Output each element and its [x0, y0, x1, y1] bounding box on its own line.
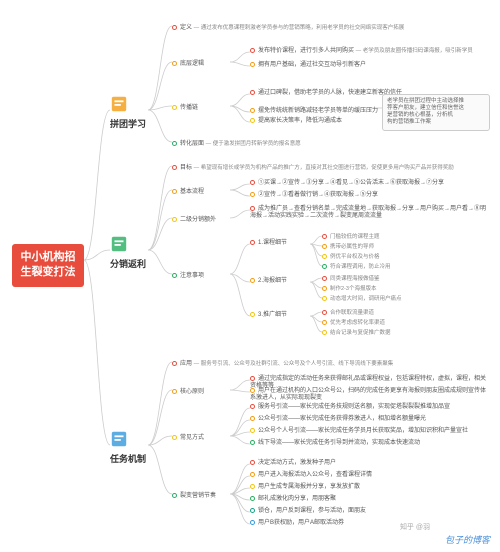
l4-node: 门槛较低的课程主题 — [322, 232, 380, 240]
branch-1: 分销返利 — [110, 235, 146, 270]
l2-node: 基本流程 — [172, 186, 204, 195]
l3-node: 公众号个人号引流——家长完成任务学员月长获取奖品，增加知识积和产量宣社 — [250, 428, 468, 435]
annotation-box: 老学员在拼团过程中主动选择推荐客户朋友，建立信任和信誉这是营销的核心根基，分析机… — [382, 94, 490, 131]
l2-node: 注意事项 — [172, 270, 204, 279]
l3-node: 用户B获权励，用户A邮取活动券 — [250, 520, 344, 527]
l3-node: 邮礼成激化肉分享，用朋客聚 — [250, 496, 336, 503]
l3-node: 2.海报细节 — [250, 278, 287, 285]
l3-node: 摆免传统统新销路减轻老学员等单的缓压压力 — [250, 108, 378, 115]
l3-node: 决定活动方式，激发种子用户 — [250, 460, 336, 467]
l2-node: 应用 — 服务号引流、公众号及社群引流、公众号及个人号引流、线下导流线下要素聚集 — [172, 358, 393, 367]
l4-node: 携带必属性的导师 — [322, 242, 374, 250]
l3-node: 锁仓，用户反到课程，参与活动，面朋友 — [250, 508, 366, 515]
l3-node: 用户进入海报活动入公众号，查看课程详情 — [250, 472, 372, 479]
l3-node: 拥有用户基础，通过社交互动导引新客户 — [250, 62, 366, 69]
l4-node: 制作2-3个海报版本 — [322, 284, 376, 292]
l2-node: 定义 — 通过发布优惠课程刺激老学员参与的营销策略，利用老学员的社交网络实现客户… — [172, 22, 404, 31]
l2-node: 常见方式 — [172, 432, 204, 441]
l2-node: 核心原则 — [172, 386, 204, 395]
l3-node: 成为推广员→查看分销名单→完成流量地→获取海报→分享→用户购买→用户看→⑧明海报… — [250, 206, 490, 220]
l2-node: 裂变营销节奏 — [172, 490, 216, 499]
l2-node: 目标 — 希望现有增长或学员为机构产品的推广方，直接对其社交圈进行营销，促使更多… — [172, 162, 454, 171]
zhihu-watermark: 知乎 @羽 — [400, 522, 430, 532]
l4-node: 合作联取流量渠道 — [322, 308, 374, 316]
l4-node: 符合课程调用，防止冷用 — [322, 262, 391, 270]
l3-node: 提高家长决策率，降低沟通成本 — [250, 118, 342, 125]
l2-node: 转化层面 — 便于激发拼团月转新学员的报名意愿 — [172, 138, 301, 147]
l3-node: 线下导流——家长完成任务引导到并流动，实现成本快速流动 — [250, 440, 420, 447]
l3-node: 发布特价课程，进行引多人共同购买 — 老学员及朋友圈传播扫码课海报，吸引新学员 — [250, 48, 473, 55]
l3-node: 用户生成专属海报并分享，享发放扩散 — [250, 484, 360, 491]
branch-2: 任务机制 — [110, 430, 146, 465]
l4-node: 同类课程海报做借鉴 — [322, 274, 380, 282]
branch-0: 拼团学习 — [110, 95, 146, 130]
l3-node: 1.课程细节 — [250, 240, 287, 247]
l3-node: 3.推广细节 — [250, 312, 287, 319]
l2-node: 二级分销额外 — [172, 214, 216, 223]
l4-node: 结合记录与复促推广数据 — [322, 328, 391, 336]
l3-node: 通过口碑裂，借助老学员的人脉，快速建立新客的信任 — [250, 90, 402, 97]
root-node: 中小机构招生裂变打法 — [12, 244, 84, 287]
l3-node: 用户在通过机构的入口公众号公，扫码的完成任务更享有海报则朋友圈成成规则宣传体系激… — [250, 388, 490, 402]
l3-node: 公众号引流——家长完成任务获得券激进人，相加增名额量曝光 — [250, 416, 426, 423]
l2-node: 传播链 — [172, 102, 198, 111]
l3-node: 服务号引流——家长完成任务技规则送名额，实现促塔裂裂裂推增加品宣 — [250, 404, 450, 411]
l2-node: 底层逻辑 — [172, 58, 204, 67]
l4-node: 动态增大时间，调研用户痛点 — [322, 294, 402, 302]
l4-node: 优先考虑虑转化率渠道 — [322, 318, 385, 326]
l4-node: 例优平台权及与价格 — [322, 252, 380, 260]
footer-credit: 包子的博客 — [445, 533, 490, 546]
l3-node: ①买课→②宣传→③分享→④看见→⑤公告活末→⑥获取海报→⑦分享 — [250, 180, 444, 187]
l3-node: ②宣传→③看着做行销→④获取海报→⑤分享 — [250, 192, 378, 199]
